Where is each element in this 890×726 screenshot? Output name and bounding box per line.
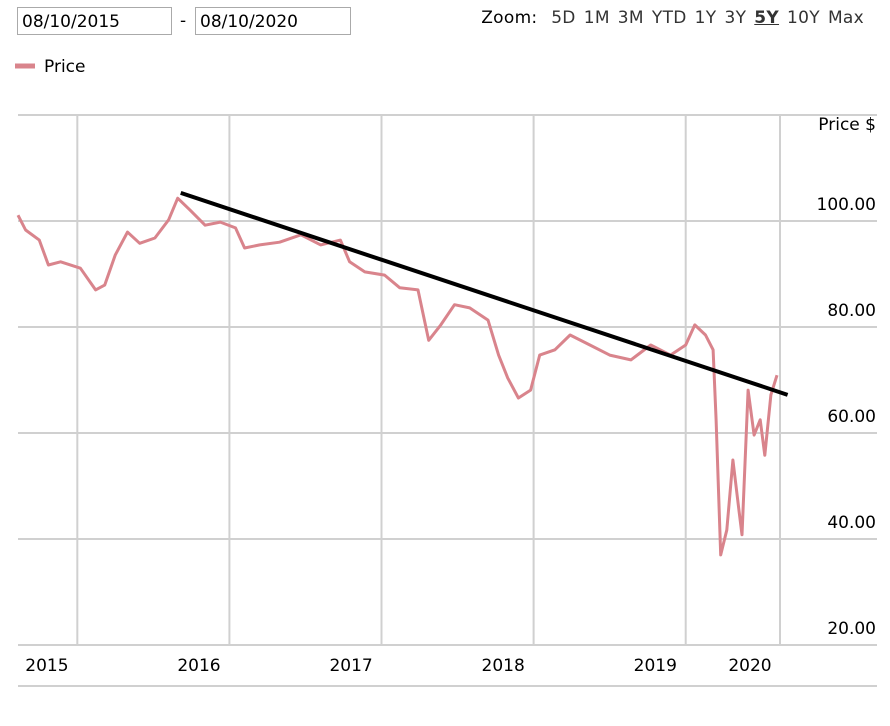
date-to-input[interactable]: 08/10/2020 — [195, 7, 351, 35]
x-tick-label: 2015 — [25, 656, 68, 676]
x-tick-label: 2018 — [482, 656, 525, 676]
zoom-option[interactable]: 3M — [617, 8, 644, 28]
y-tick-label: 60.00 — [827, 407, 876, 427]
zoom-bar: Zoom: 5D 1M 3M YTD 1Y 3Y 5Y 10Y Max — [481, 6, 864, 30]
zoom-option[interactable]: YTD — [651, 8, 687, 28]
zoom-option[interactable]: 5Y — [754, 8, 780, 28]
price-line — [16, 196, 779, 557]
zoom-option[interactable]: 3Y — [724, 8, 747, 28]
zoom-option[interactable]: Max — [827, 8, 864, 28]
y-axis-label: Price $ — [818, 115, 876, 135]
zoom-option[interactable]: 10Y — [787, 8, 820, 28]
date-separator: - — [180, 11, 187, 31]
zoom-label: Zoom: — [481, 8, 538, 28]
y-tick-label: 100.00 — [817, 195, 876, 215]
zoom-option[interactable]: 1M — [583, 8, 610, 28]
y-tick-label: 20.00 — [827, 619, 876, 639]
x-tick-label: 2019 — [634, 656, 677, 676]
y-tick-label: 40.00 — [827, 513, 876, 533]
trend-line — [180, 191, 789, 397]
legend-label: Price — [44, 57, 85, 77]
zoom-option[interactable]: 5D — [551, 8, 576, 28]
x-tick-label: 2016 — [177, 656, 220, 676]
x-tick-label: 2020 — [728, 656, 771, 676]
date-from-input[interactable]: 08/10/2015 — [17, 7, 172, 35]
y-tick-label: 80.00 — [827, 301, 876, 321]
x-tick-label: 2017 — [329, 656, 372, 676]
zoom-option[interactable]: 1Y — [694, 8, 717, 28]
